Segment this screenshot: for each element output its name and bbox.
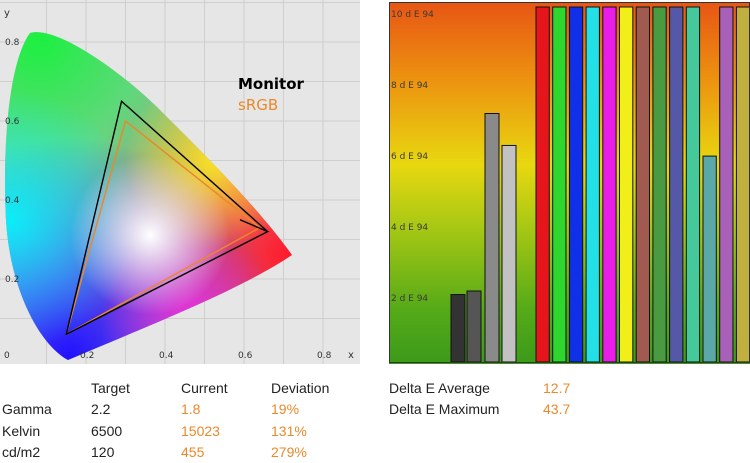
delta-e-maximum-value: 43.7 bbox=[543, 401, 571, 417]
delta-e-tick-label: 6 d E 94 bbox=[391, 152, 428, 162]
y-tick-label: 0.2 bbox=[5, 275, 19, 285]
cie-chart-svg: 0.2 0.4 0.6 0.8 0.8 0.6 0.4 0.2 0 x y Monitor sRGB bbox=[0, 0, 363, 364]
kelvin-deviation: 131% bbox=[271, 423, 307, 439]
delta-e-ticks: 2 d E 94 4 d E 94 6 d E 94 8 d E 94 10 d E 9… bbox=[391, 10, 434, 304]
luminance-deviation: 279% bbox=[271, 444, 307, 460]
delta-e-tick-label: 2 d E 94 bbox=[391, 294, 428, 304]
delta-e-tick-label: 10 d E 94 bbox=[391, 10, 434, 20]
gamma-label: Gamma bbox=[2, 401, 52, 417]
color-patch-bar bbox=[735, 6, 750, 363]
delta-e-tick-label: 4 d E 94 bbox=[391, 223, 428, 233]
delta-e-maximum-label: Delta E Maximum bbox=[389, 401, 500, 417]
x-tick-label: 0.8 bbox=[317, 351, 332, 361]
legend-srgb: sRGB bbox=[238, 96, 278, 114]
cie-axis-ticks: 0.2 0.4 0.6 0.8 0.8 0.6 0.4 0.2 0 x y bbox=[4, 8, 354, 361]
origin-label: 0 bbox=[4, 351, 10, 361]
color-patch-bar bbox=[535, 6, 550, 363]
kelvin-current: 15023 bbox=[181, 423, 220, 439]
header-target: Target bbox=[91, 380, 130, 396]
kelvin-label: Kelvin bbox=[2, 423, 41, 439]
x-tick-label: 0.2 bbox=[80, 351, 94, 361]
color-patch-bar bbox=[652, 6, 667, 363]
cie-chart: 0.2 0.4 0.6 0.8 0.8 0.6 0.4 0.2 0 x y Monitor sRGB bbox=[0, 0, 363, 364]
legend-monitor: Monitor bbox=[238, 75, 305, 93]
delta-e-average-label: Delta E Average bbox=[389, 380, 490, 396]
srgb-gamut-triangle bbox=[65, 119, 262, 336]
color-patch-bar bbox=[552, 6, 567, 363]
color-patch-bar bbox=[635, 6, 650, 363]
y-axis-letter: y bbox=[4, 8, 10, 19]
header-current: Current bbox=[181, 380, 228, 396]
grayscale-bar bbox=[484, 113, 500, 363]
delta-e-bars bbox=[389, 2, 750, 363]
grayscale-bar bbox=[450, 294, 466, 363]
color-patch-bar bbox=[602, 6, 617, 363]
delta-e-tick-label: 8 d E 94 bbox=[391, 81, 428, 91]
delta-e-average-value: 12.7 bbox=[543, 380, 571, 396]
header-deviation: Deviation bbox=[271, 380, 330, 396]
gamma-target: 2.2 bbox=[91, 401, 111, 417]
color-patch-bar bbox=[669, 6, 684, 363]
color-patch-bar bbox=[719, 6, 734, 363]
grayscale-bar bbox=[466, 290, 482, 363]
cie-horseshoe bbox=[5, 32, 292, 361]
gamma-deviation: 19% bbox=[271, 401, 300, 417]
color-patch-bar bbox=[685, 6, 701, 363]
grayscale-bar bbox=[501, 144, 517, 363]
x-tick-label: 0.4 bbox=[159, 351, 174, 361]
gamma-current: 1.8 bbox=[181, 401, 201, 417]
y-tick-label: 0.4 bbox=[5, 196, 20, 206]
color-patch-bar bbox=[568, 6, 584, 363]
y-tick-label: 0.8 bbox=[5, 38, 20, 48]
luminance-label: cd/m2 bbox=[2, 444, 41, 460]
color-patch-bar bbox=[619, 6, 634, 363]
color-patch-bar bbox=[585, 6, 600, 363]
delta-e-chart: 2 d E 94 4 d E 94 6 d E 94 8 d E 94 10 d E 9… bbox=[389, 2, 750, 364]
x-tick-label: 0.6 bbox=[238, 351, 253, 361]
kelvin-target: 6500 bbox=[91, 423, 123, 439]
delta-e-chart-svg: 2 d E 94 4 d E 94 6 d E 94 8 d E 94 10 d E 9… bbox=[389, 2, 750, 364]
color-patch-bar bbox=[702, 155, 717, 363]
monitor-gamut-triangle bbox=[65, 99, 270, 336]
luminance-current: 455 bbox=[181, 444, 205, 460]
luminance-target: 120 bbox=[91, 444, 115, 460]
y-tick-label: 0.6 bbox=[5, 117, 20, 127]
x-axis-letter: x bbox=[348, 350, 354, 361]
